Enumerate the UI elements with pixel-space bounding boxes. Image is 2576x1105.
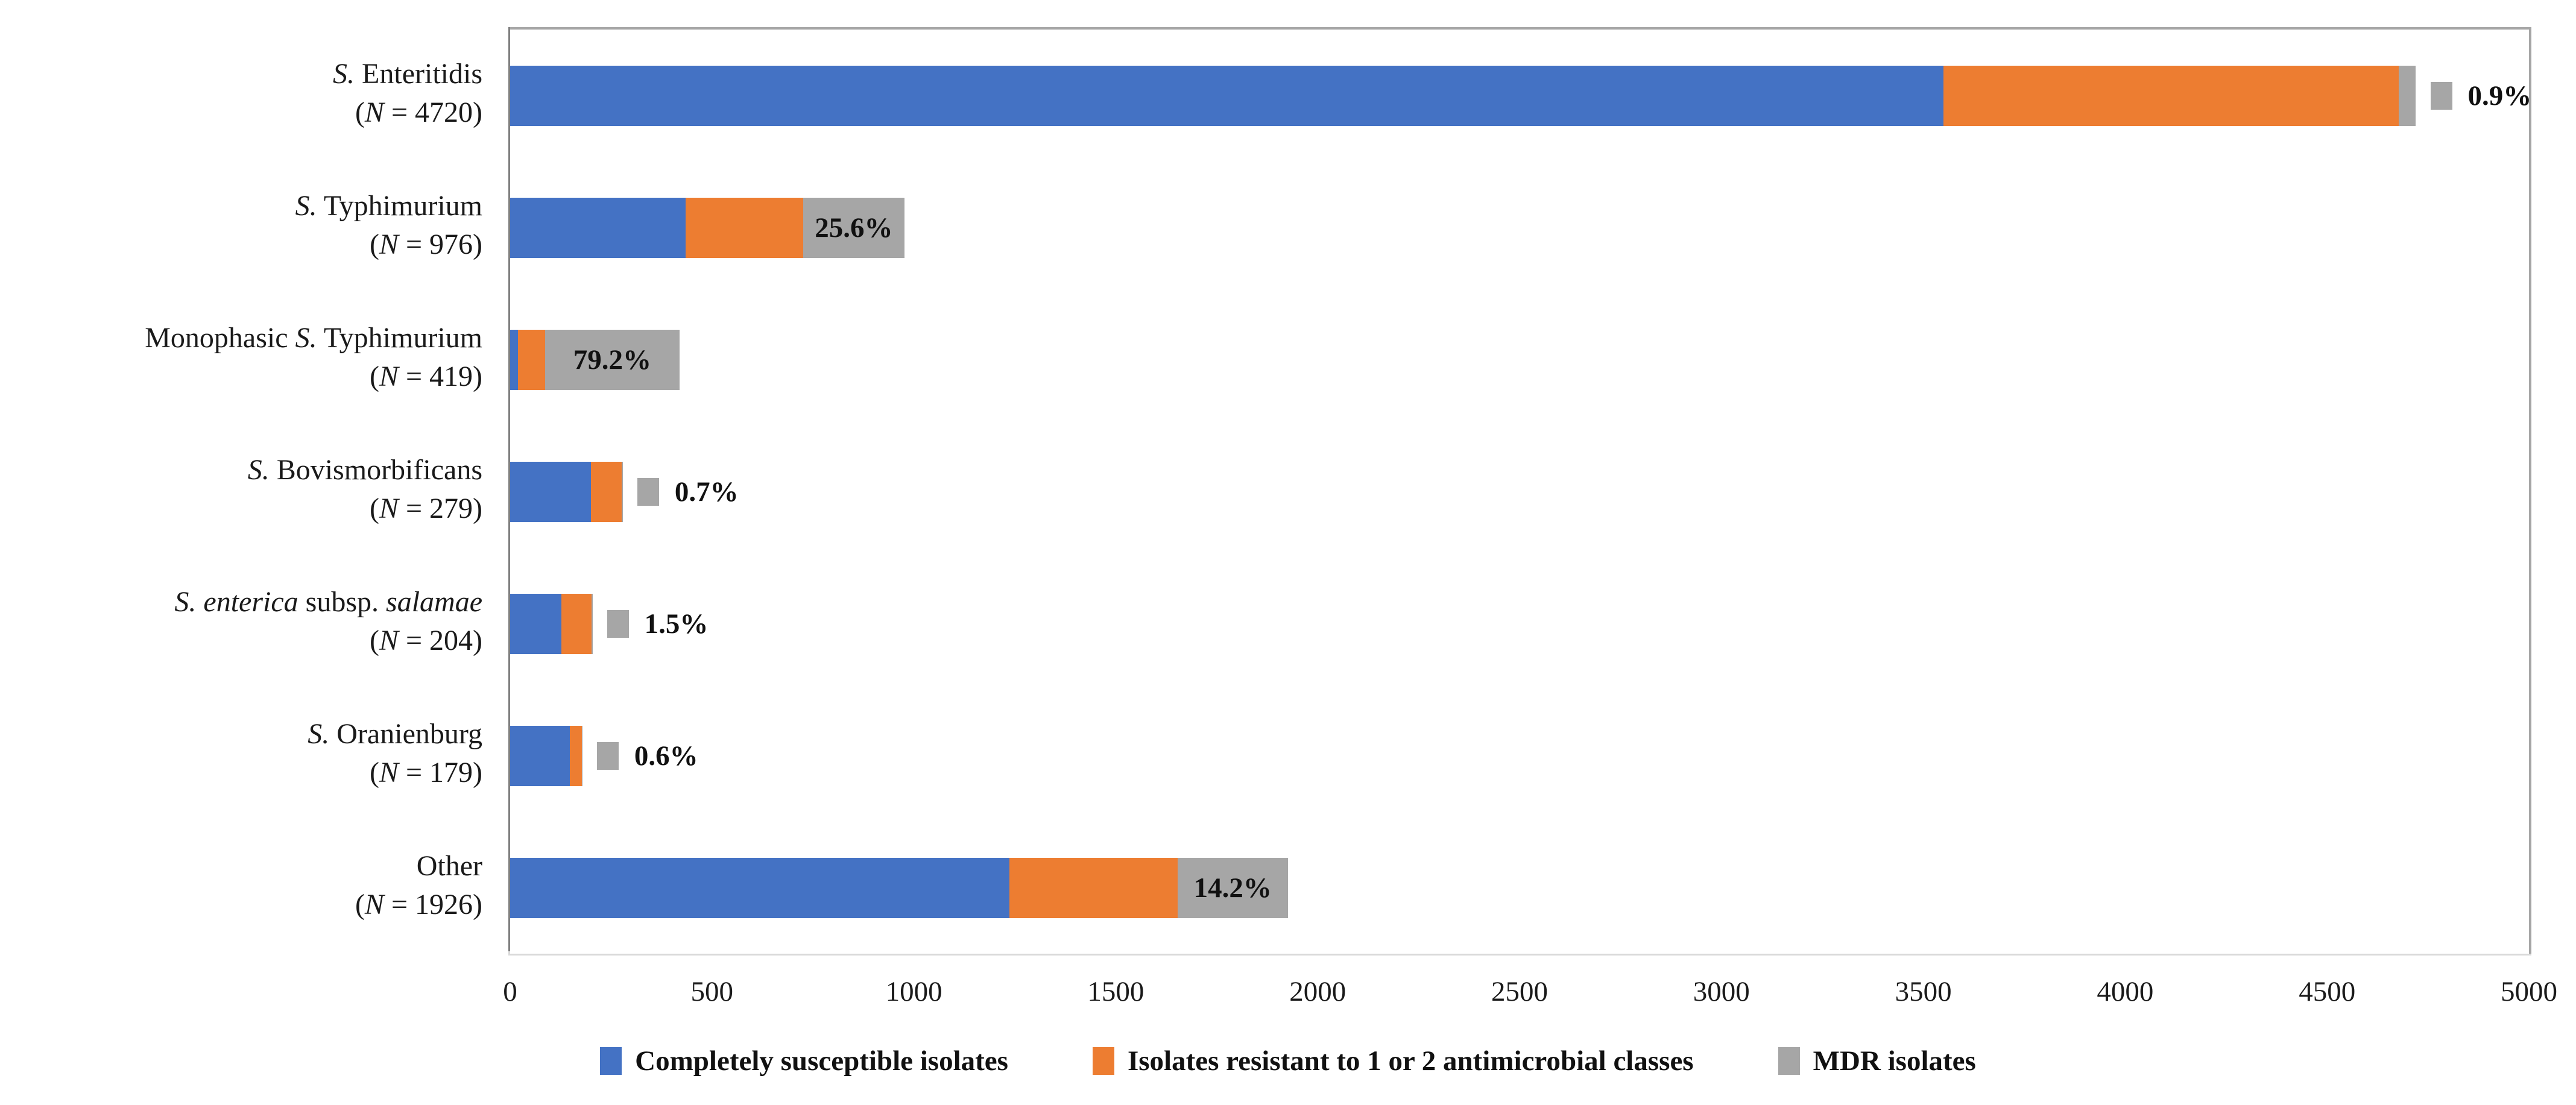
legend-item: MDR isolates xyxy=(1778,1045,1976,1077)
bar-segment-mdr xyxy=(803,197,904,258)
bar-segment-resistant-1-2-classes xyxy=(1009,857,1178,918)
bar-segment-resistant-1-2-classes xyxy=(570,725,582,786)
category-name: Monophasic S. Typhimurium xyxy=(145,321,482,354)
category-label: S. Oranienburg (N = 179) xyxy=(0,715,482,792)
x-tick-label: 5000 xyxy=(2501,976,2557,1007)
bar-row xyxy=(510,857,1288,918)
mdr-percent-label: 1.5% xyxy=(607,608,709,640)
mdr-legend-key-icon xyxy=(637,477,659,506)
x-tick-label: 4500 xyxy=(2299,976,2356,1007)
category-name: Other xyxy=(416,849,482,882)
x-tick-label: 1000 xyxy=(885,976,942,1007)
legend-item: Completely susceptible isolates xyxy=(600,1045,1008,1077)
x-tick-label: 3000 xyxy=(1693,976,1750,1007)
bar-row xyxy=(510,65,2416,126)
bar-row xyxy=(510,329,680,390)
bar-segment-mdr xyxy=(1177,857,1288,918)
mdr-percent-label: 0.9% xyxy=(2430,80,2532,112)
bar-row xyxy=(510,593,593,654)
mdr-percent-label: 14.2% xyxy=(1193,872,1272,904)
bar-segment-mdr xyxy=(545,329,680,390)
x-tick-label: 500 xyxy=(690,976,734,1007)
mdr-percent-label: 79.2% xyxy=(573,344,652,376)
mdr-percent-text: 1.5% xyxy=(644,608,709,640)
category-n-count: (N = 1926) xyxy=(355,888,482,921)
category-label: S. Typhimurium (N = 976) xyxy=(0,187,482,264)
bar-segment-resistant-1-2-classes xyxy=(685,197,804,258)
mdr-percent-label: 0.6% xyxy=(596,740,698,772)
category-label: S. enterica subsp. salamae (N = 204) xyxy=(0,583,482,660)
bar-segment-susceptible xyxy=(510,329,519,390)
category-n-count: (N = 204) xyxy=(369,624,482,656)
x-tick-label: 2500 xyxy=(1491,976,1548,1007)
category-n-count: (N = 179) xyxy=(369,756,482,789)
category-label: S. Enteritidis (N = 4720) xyxy=(0,55,482,132)
x-tick-label: 0 xyxy=(503,976,517,1007)
mdr-percent-text: 0.6% xyxy=(634,740,698,772)
legend-key-icon xyxy=(1092,1047,1114,1075)
mdr-percent-label: 25.6% xyxy=(815,212,893,244)
category-name: S. Enteritidis xyxy=(333,57,482,90)
bar-segment-susceptible xyxy=(510,857,1009,918)
category-name: S. Bovismorbificans xyxy=(247,453,482,486)
legend-key-icon xyxy=(1778,1047,1800,1075)
x-tick-label: 4000 xyxy=(2097,976,2154,1007)
legend-item: Isolates resistant to 1 or 2 antimicrobi… xyxy=(1092,1045,1694,1077)
mdr-legend-key-icon xyxy=(596,741,619,770)
category-n-count: (N = 419) xyxy=(369,360,482,392)
category-name: S. Oranienburg xyxy=(308,717,482,750)
category-n-count: (N = 4720) xyxy=(355,96,482,128)
x-tick-label: 1500 xyxy=(1087,976,1144,1007)
legend-label: Completely susceptible isolates xyxy=(635,1045,1008,1077)
category-label: Other (N = 1926) xyxy=(0,847,482,924)
y-axis-line xyxy=(508,27,511,954)
bar-segment-mdr xyxy=(591,593,593,654)
category-n-count: (N = 976) xyxy=(369,228,482,260)
legend-label: MDR isolates xyxy=(1813,1045,1976,1077)
plot-area: 0.9% 25.6% 79.2% 0.7% 1.5% 0.6% 14.2% xyxy=(510,27,2531,954)
bar-segment-resistant-1-2-classes xyxy=(561,593,592,654)
bar-segment-susceptible xyxy=(510,593,562,654)
category-n-count: (N = 279) xyxy=(369,492,482,524)
legend-key-icon xyxy=(600,1047,622,1075)
bar-segment-susceptible xyxy=(510,65,1944,126)
bar-segment-susceptible xyxy=(510,197,686,258)
mdr-percent-label: 0.7% xyxy=(637,476,739,508)
bar-row xyxy=(510,725,582,786)
category-name: S. enterica subsp. salamae xyxy=(174,585,482,618)
mdr-percent-text: 0.7% xyxy=(674,476,739,508)
mdr-legend-key-icon xyxy=(2430,81,2452,110)
bar-segment-resistant-1-2-classes xyxy=(518,329,546,390)
bar-segment-susceptible xyxy=(510,461,591,522)
category-label: Monophasic S. Typhimurium (N = 419) xyxy=(0,319,482,396)
bar-row xyxy=(510,197,904,258)
category-name: S. Typhimurium xyxy=(295,189,482,222)
legend: Completely susceptible isolates Isolates … xyxy=(0,1045,2576,1077)
category-label: S. Bovismorbificans (N = 279) xyxy=(0,451,482,528)
bar-segment-resistant-1-2-classes xyxy=(1943,65,2399,126)
bar-row xyxy=(510,461,623,522)
bar-segment-mdr xyxy=(2399,65,2416,126)
x-tick-label: 3500 xyxy=(1895,976,1952,1007)
mdr-percent-text: 0.9% xyxy=(2467,80,2532,112)
bar-segment-susceptible xyxy=(510,725,570,786)
legend-label: Isolates resistant to 1 or 2 antimicrobi… xyxy=(1127,1045,1694,1077)
mdr-legend-key-icon xyxy=(607,609,629,638)
bar-segment-resistant-1-2-classes xyxy=(590,461,622,522)
x-tick-label: 2000 xyxy=(1289,976,1346,1007)
